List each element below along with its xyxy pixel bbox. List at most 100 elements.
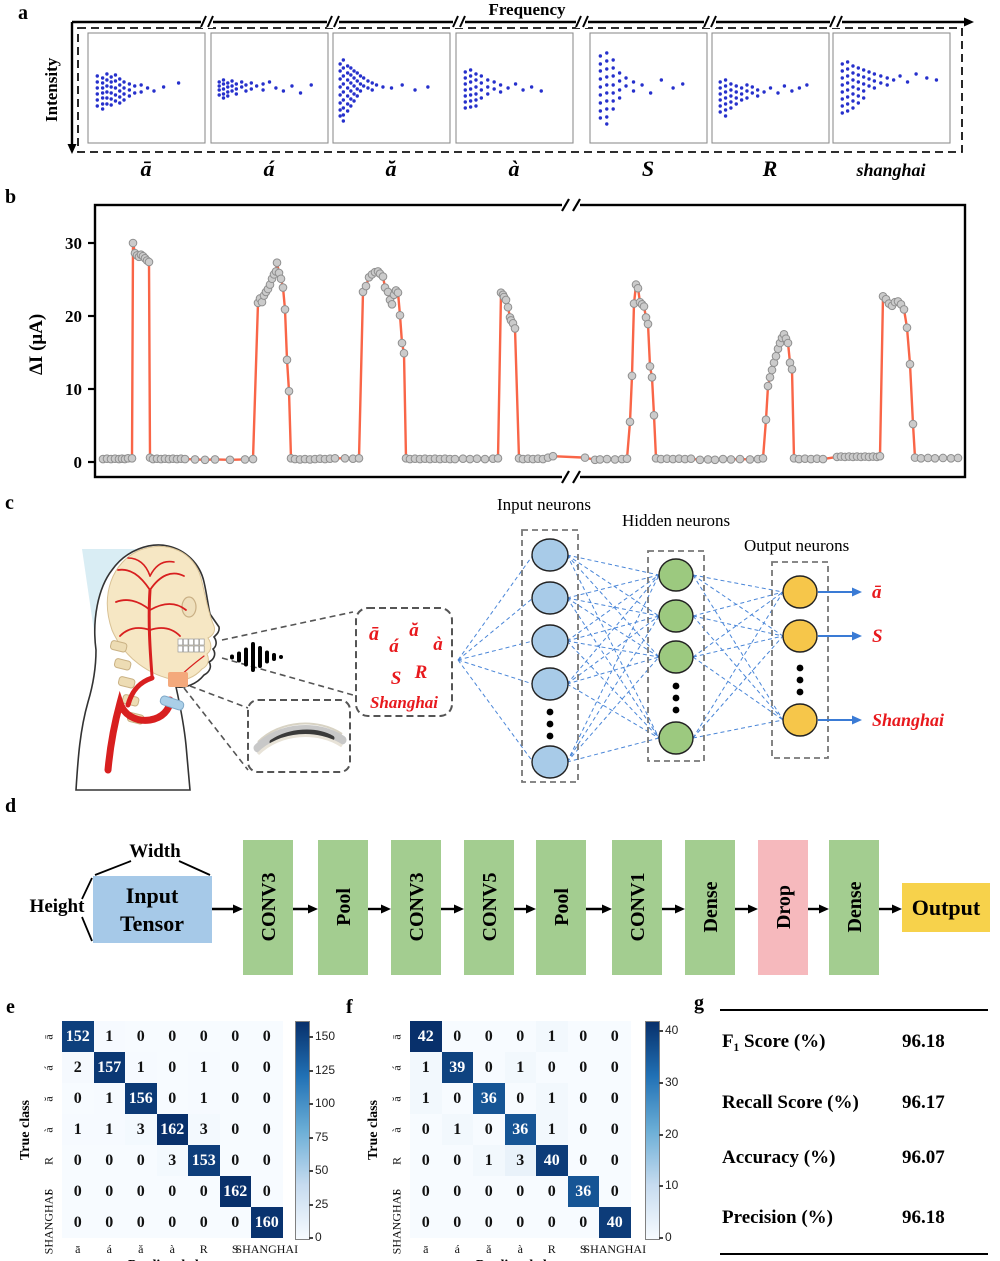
teeth bbox=[177, 638, 183, 646]
spectrum-dot bbox=[468, 99, 473, 103]
colorbar-tick bbox=[309, 1103, 313, 1106]
ellipsis-dot bbox=[796, 676, 804, 684]
spectrum-dot bbox=[95, 104, 99, 108]
spectrum-dot bbox=[605, 67, 609, 71]
matrix-cell: 0 bbox=[567, 1145, 599, 1176]
spectrum-dot bbox=[122, 92, 126, 96]
axis-break-slash bbox=[561, 198, 570, 212]
spectrum-dot bbox=[254, 84, 259, 88]
input-neuron bbox=[531, 538, 569, 572]
matrix-cell: 0 bbox=[251, 1021, 283, 1052]
hidden-neuron bbox=[658, 640, 694, 674]
vertebra bbox=[109, 640, 128, 653]
spectrum-dot bbox=[898, 74, 902, 78]
tone-char-ā: ā bbox=[369, 623, 379, 645]
spectrum-dot bbox=[891, 78, 896, 82]
spectrum-dot bbox=[105, 72, 109, 76]
spectrum-dot bbox=[355, 71, 359, 75]
colorbar-tick-label: 150 bbox=[315, 1029, 336, 1044]
spectrum-dot bbox=[611, 91, 615, 95]
data-marker bbox=[393, 288, 403, 297]
spectrum-dot bbox=[244, 89, 248, 93]
col-label-à: à bbox=[517, 1242, 523, 1256]
spectrum-dot bbox=[133, 84, 137, 88]
spectrum-dot bbox=[341, 98, 346, 102]
output-arrow-head bbox=[852, 715, 862, 725]
matrix-cell: 1 bbox=[504, 1052, 536, 1083]
data-marker bbox=[818, 454, 828, 464]
row-label-ă: ă bbox=[41, 1095, 56, 1102]
matrix-cell: 153 bbox=[188, 1145, 220, 1176]
spectrum-dot bbox=[109, 97, 113, 101]
data-marker bbox=[902, 323, 912, 332]
spectrum-dot bbox=[100, 81, 105, 85]
brain-artery bbox=[117, 568, 151, 591]
data-marker bbox=[580, 453, 590, 462]
spectrum-dot bbox=[729, 106, 733, 110]
spectrum-dot bbox=[105, 96, 109, 100]
matrix-cell: 0 bbox=[219, 1021, 251, 1052]
data-marker bbox=[610, 455, 620, 464]
spectrum-dot bbox=[856, 80, 861, 84]
brain-artery bbox=[147, 588, 154, 678]
spectrum-dot bbox=[856, 87, 861, 91]
data-marker bbox=[180, 454, 190, 464]
input-neuron bbox=[531, 667, 569, 701]
data-marker bbox=[718, 454, 728, 464]
matrix-cell: 0 bbox=[599, 1052, 631, 1083]
tone-label-ā: ā bbox=[141, 156, 152, 181]
spectrum-dot bbox=[139, 83, 143, 87]
row-label-ă: ă bbox=[389, 1095, 404, 1102]
col-label-á: á bbox=[106, 1242, 112, 1256]
spectrum-dot bbox=[463, 70, 467, 74]
teeth bbox=[177, 645, 183, 653]
spectrum-dot bbox=[345, 102, 350, 106]
spectrum-dot bbox=[723, 90, 728, 94]
matrix-cell: 39 bbox=[441, 1052, 473, 1083]
ellipsis-dot bbox=[796, 688, 804, 696]
input-neurons-label: Input neurons bbox=[497, 495, 591, 514]
spectrum-dot bbox=[349, 104, 353, 108]
spectrum-dot bbox=[739, 86, 744, 90]
matrix-cell: 0 bbox=[473, 1021, 505, 1052]
panel-label-c: c bbox=[5, 492, 14, 514]
matrix-cell: 0 bbox=[219, 1083, 251, 1114]
spectrum-dot bbox=[221, 78, 226, 82]
spectrum-dot bbox=[127, 88, 132, 92]
matrix-cell: 0 bbox=[441, 1021, 473, 1052]
colorbar-tick-label: 25 bbox=[315, 1196, 329, 1211]
spectrum-dot bbox=[851, 78, 855, 82]
spectrum-dot bbox=[782, 84, 787, 88]
sensor-callout-line bbox=[183, 687, 249, 771]
eye-socket bbox=[181, 596, 197, 618]
spectrum-dot bbox=[611, 83, 615, 87]
data-marker bbox=[767, 365, 777, 375]
layer-box-pool bbox=[318, 840, 368, 975]
tone-label-shanghai: shanghai bbox=[855, 160, 925, 180]
spectrum-dot bbox=[605, 75, 609, 79]
spectrum-dot bbox=[468, 74, 473, 78]
spectrum-dot bbox=[217, 84, 221, 88]
colorbar-tick bbox=[309, 1170, 313, 1173]
col-label-ă: ă bbox=[486, 1242, 492, 1256]
spectrum-dot bbox=[100, 96, 105, 100]
matrix-cell: 0 bbox=[62, 1083, 94, 1114]
matrix-cell: 0 bbox=[599, 1145, 631, 1176]
colorbar-tick bbox=[659, 1082, 663, 1084]
col-label-à: à bbox=[169, 1242, 175, 1256]
matrix-cell: 0 bbox=[125, 1145, 157, 1176]
spectrum-dot bbox=[605, 115, 609, 119]
spectrum-dot bbox=[872, 72, 877, 76]
spectrum-dot bbox=[221, 92, 226, 96]
spectrum-dot bbox=[358, 89, 363, 93]
net-link bbox=[692, 615, 784, 721]
output-label: Output bbox=[912, 895, 981, 920]
spectrum-dot bbox=[925, 76, 929, 80]
spectrum-dot bbox=[298, 91, 303, 95]
sound-wave-icon bbox=[244, 647, 248, 667]
output-class-label: Shanghai bbox=[872, 710, 944, 730]
data-marker bbox=[625, 417, 635, 427]
data-marker bbox=[395, 310, 405, 320]
data-marker bbox=[548, 451, 558, 461]
matrix-cell: 36 bbox=[567, 1176, 599, 1207]
